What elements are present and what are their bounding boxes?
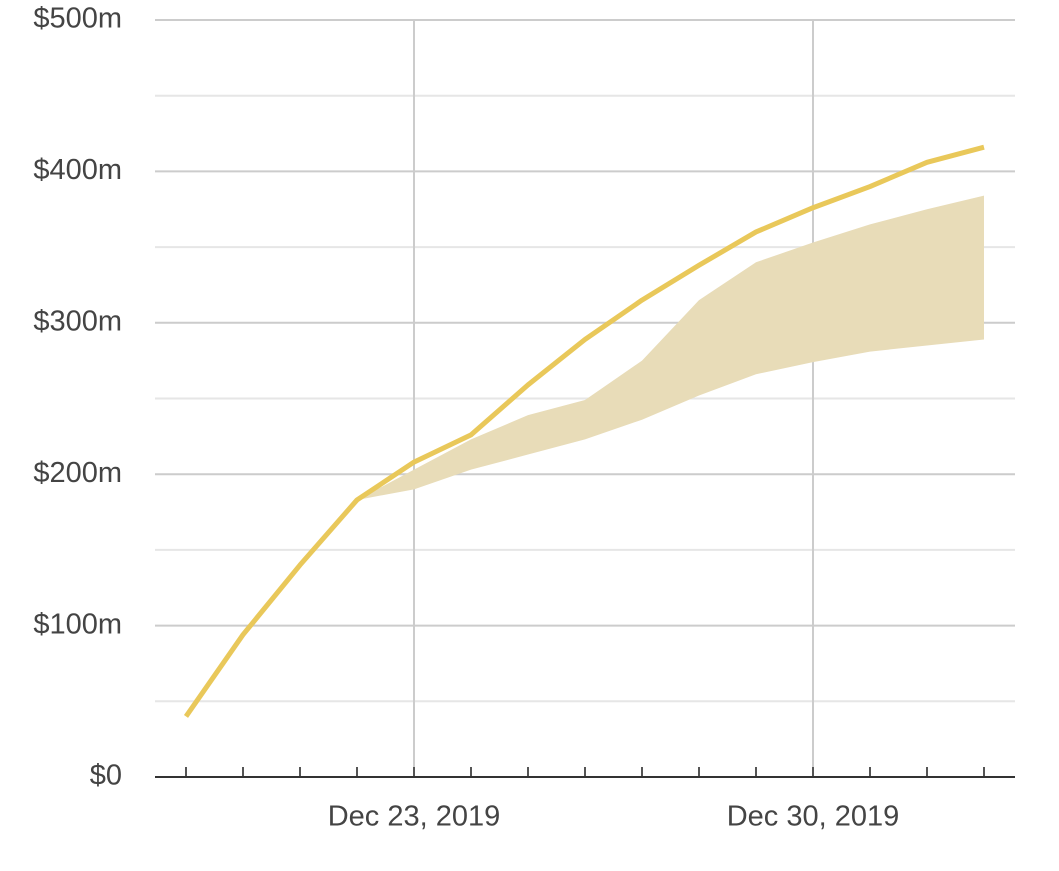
range-band <box>357 195 984 500</box>
line <box>183 144 985 718</box>
y-tick-label: $200m <box>33 457 122 489</box>
x-tick-label: Dec 23, 2019 <box>328 801 501 833</box>
y-tick-label: $400m <box>33 154 122 186</box>
x-tick-label: Dec 30, 2019 <box>727 801 900 833</box>
y-tick-label: $500m <box>33 3 122 35</box>
y-tick-label: $0 <box>90 760 122 792</box>
y-tick-label: $300m <box>33 305 122 337</box>
y-tick-label: $100m <box>33 608 122 640</box>
